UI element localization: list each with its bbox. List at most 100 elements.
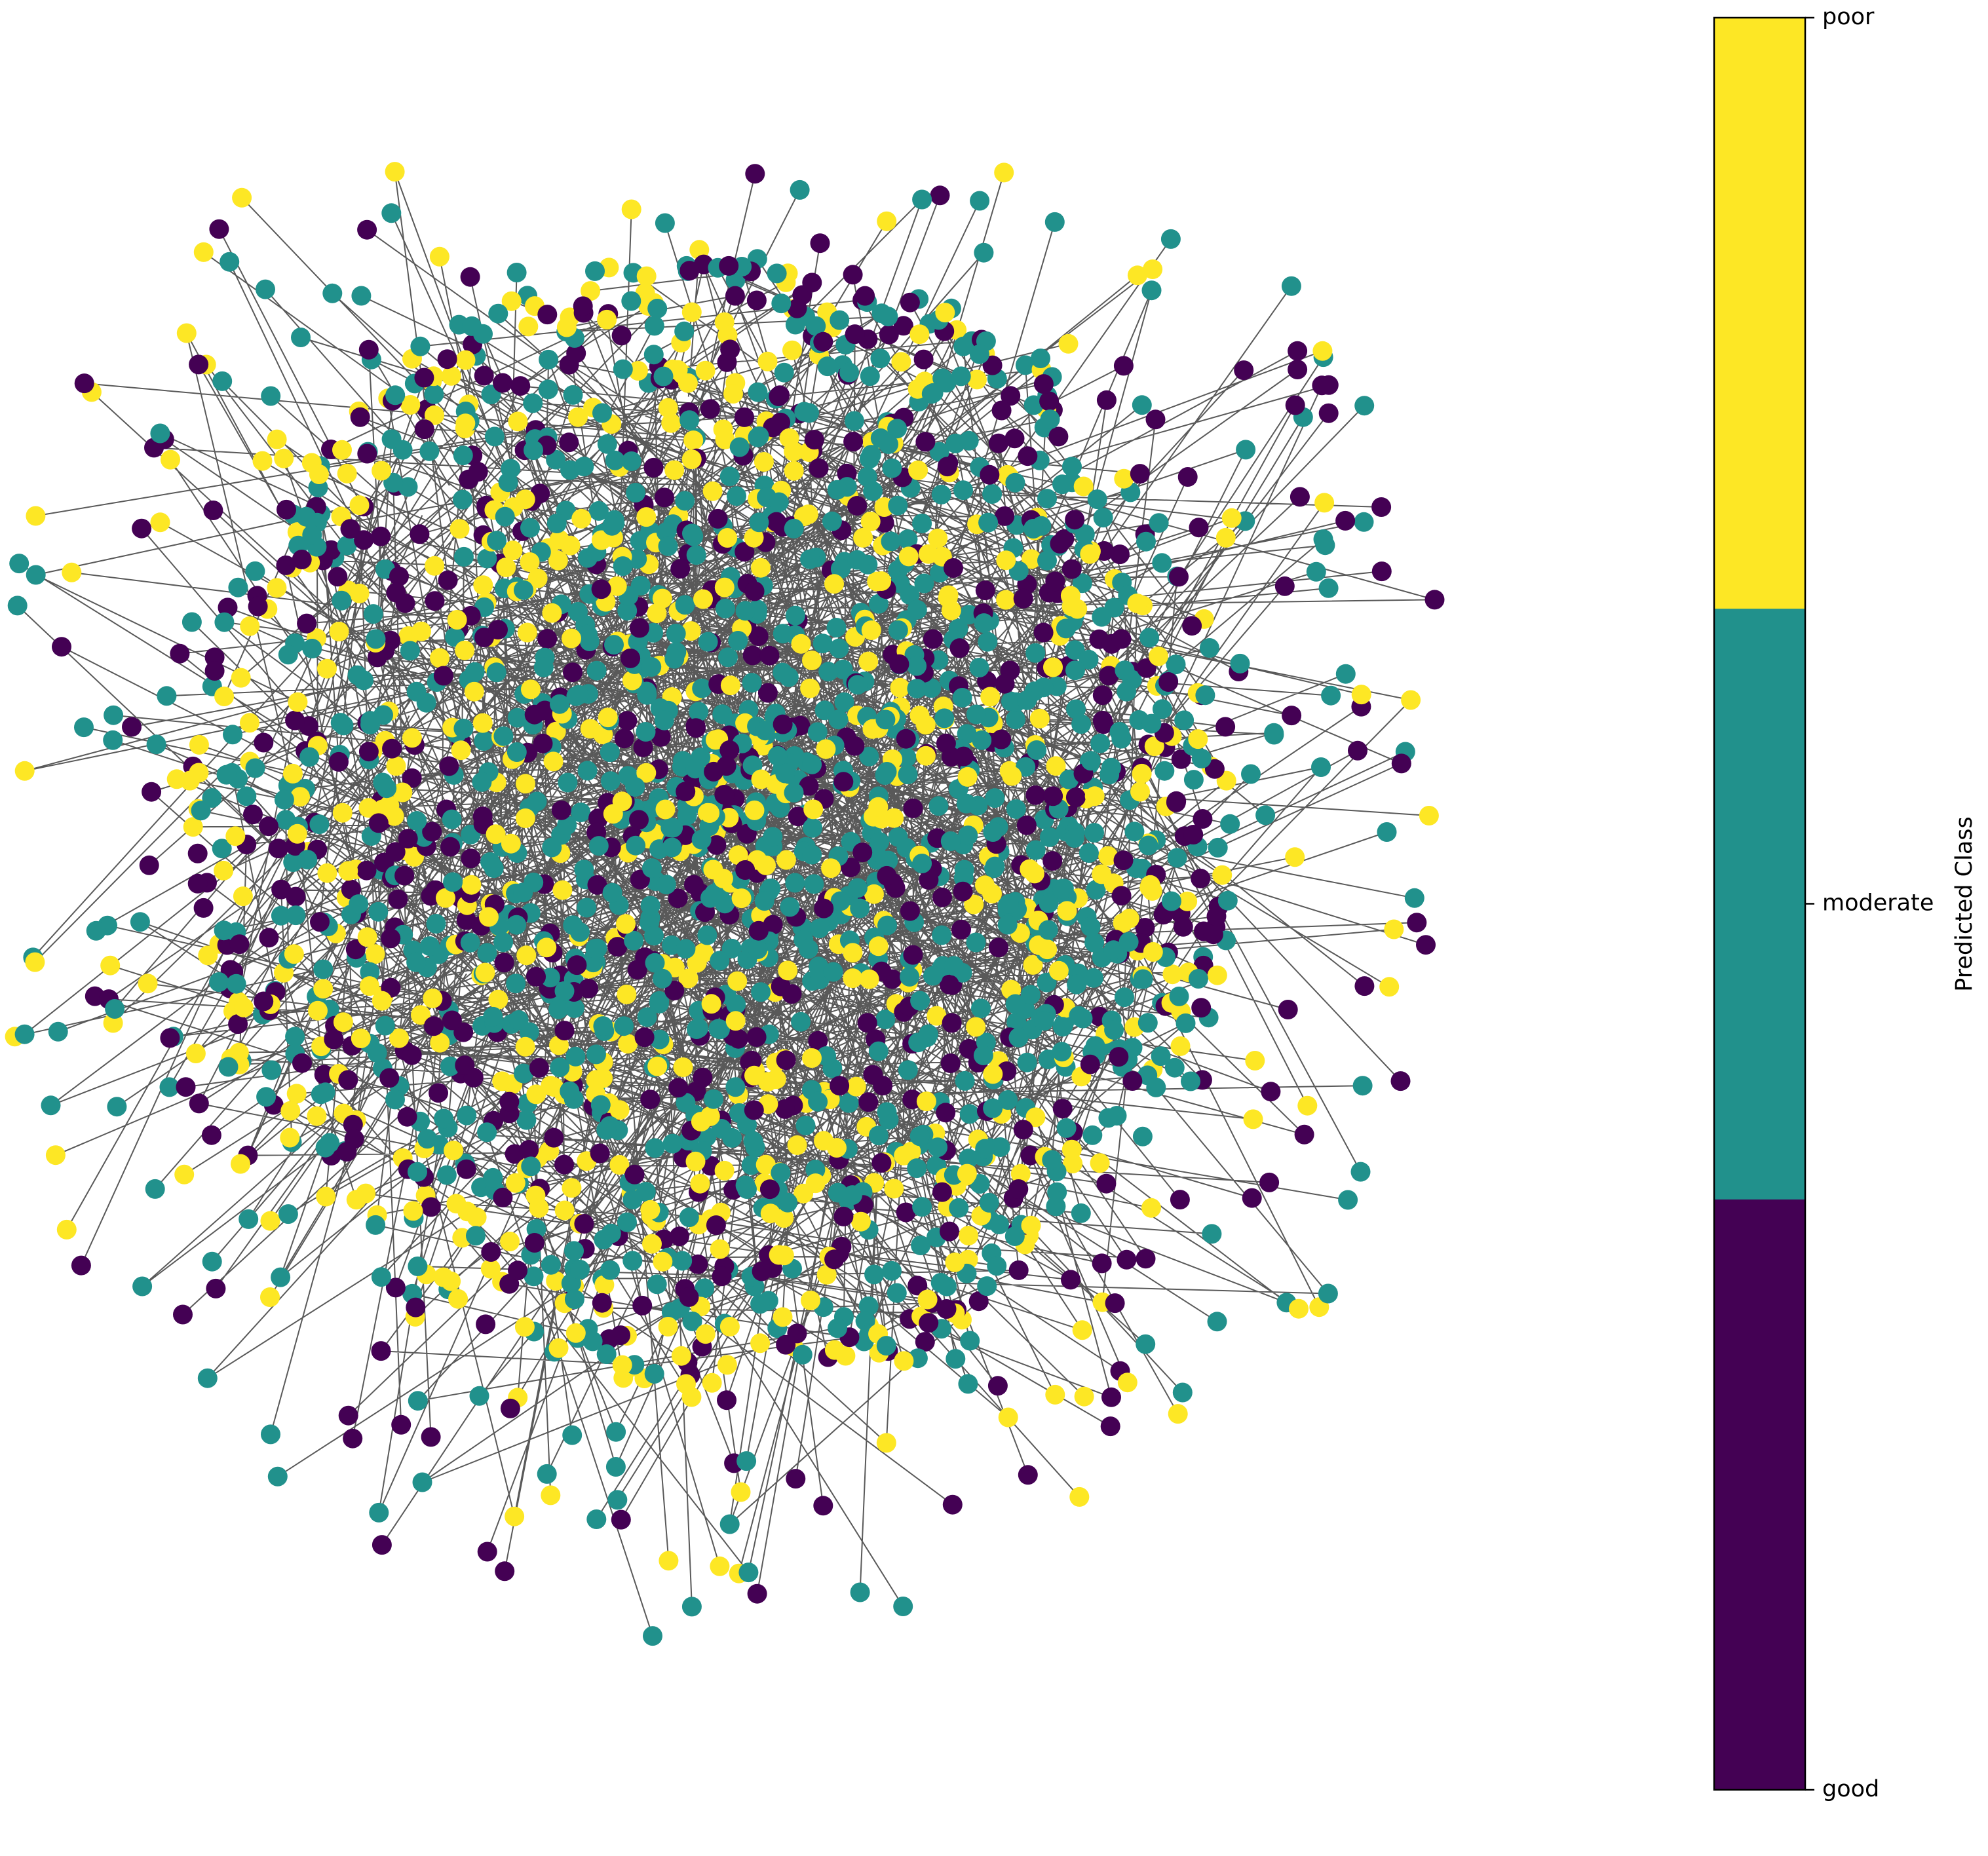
node xyxy=(1181,1071,1200,1091)
node xyxy=(1008,1027,1029,1048)
node xyxy=(500,1232,520,1251)
node xyxy=(932,925,952,945)
node xyxy=(930,1273,951,1293)
node xyxy=(813,331,833,352)
node xyxy=(996,590,1016,610)
node xyxy=(685,1151,706,1171)
node xyxy=(970,191,990,211)
node xyxy=(107,1097,127,1117)
node xyxy=(802,651,822,670)
node xyxy=(373,705,393,725)
node xyxy=(643,345,664,365)
node xyxy=(285,1027,305,1047)
node xyxy=(1348,740,1367,761)
node xyxy=(717,1390,736,1411)
node xyxy=(410,524,430,544)
node xyxy=(316,1186,336,1207)
node xyxy=(577,898,597,918)
node xyxy=(907,1158,927,1179)
node xyxy=(268,839,288,859)
node xyxy=(394,865,415,886)
node xyxy=(606,1422,626,1442)
node xyxy=(647,1056,668,1076)
node xyxy=(1079,649,1099,670)
node xyxy=(674,321,695,341)
node xyxy=(858,554,878,575)
node xyxy=(1401,690,1421,710)
node xyxy=(571,803,591,822)
node xyxy=(600,771,621,791)
node xyxy=(868,594,889,614)
node xyxy=(381,429,402,449)
node xyxy=(1063,1154,1083,1173)
node xyxy=(932,887,952,907)
node xyxy=(695,360,716,381)
node xyxy=(968,1291,989,1312)
node xyxy=(1182,616,1202,636)
node xyxy=(291,328,311,347)
node xyxy=(1069,1487,1090,1507)
node xyxy=(870,349,890,369)
node xyxy=(507,742,527,762)
node xyxy=(634,1027,655,1048)
node xyxy=(1109,1047,1129,1067)
node xyxy=(240,713,259,733)
node xyxy=(541,1076,561,1096)
node xyxy=(858,1296,879,1316)
node xyxy=(322,283,343,303)
node xyxy=(1017,1052,1037,1072)
node xyxy=(900,966,920,987)
node xyxy=(1354,396,1375,416)
node xyxy=(1151,1046,1171,1067)
node xyxy=(912,514,932,533)
node xyxy=(735,407,754,427)
node xyxy=(202,1251,222,1272)
node xyxy=(1056,1118,1077,1138)
node xyxy=(898,546,919,567)
node xyxy=(756,855,776,875)
node xyxy=(636,507,657,527)
node xyxy=(546,449,566,470)
node xyxy=(1352,1076,1373,1096)
node xyxy=(782,984,802,1004)
node xyxy=(1080,917,1101,937)
node xyxy=(847,675,868,695)
node xyxy=(816,739,836,759)
node xyxy=(686,545,706,565)
node xyxy=(868,936,889,956)
node xyxy=(877,1102,897,1122)
node xyxy=(500,1398,520,1418)
node xyxy=(1062,457,1082,477)
node xyxy=(1212,865,1233,885)
node xyxy=(675,595,695,615)
node xyxy=(202,788,222,808)
node xyxy=(375,1015,395,1036)
node xyxy=(997,915,1018,935)
node xyxy=(644,926,664,946)
node xyxy=(488,989,508,1010)
node xyxy=(345,939,366,960)
node xyxy=(691,1112,711,1132)
node xyxy=(889,654,909,674)
node xyxy=(1215,717,1236,737)
node xyxy=(864,1264,885,1285)
node xyxy=(1142,881,1162,901)
node xyxy=(1371,561,1392,582)
node xyxy=(767,746,788,766)
node xyxy=(658,398,678,418)
node xyxy=(495,1561,515,1581)
node xyxy=(629,810,649,830)
node xyxy=(542,603,562,623)
node xyxy=(372,1535,392,1555)
node xyxy=(834,692,854,712)
node xyxy=(655,213,675,233)
node xyxy=(397,1107,417,1127)
node xyxy=(877,211,897,231)
node xyxy=(843,265,863,285)
node xyxy=(600,742,620,763)
node xyxy=(1350,1162,1371,1182)
node xyxy=(574,1214,594,1234)
node xyxy=(751,982,771,1002)
node xyxy=(727,971,748,991)
node xyxy=(735,860,755,880)
